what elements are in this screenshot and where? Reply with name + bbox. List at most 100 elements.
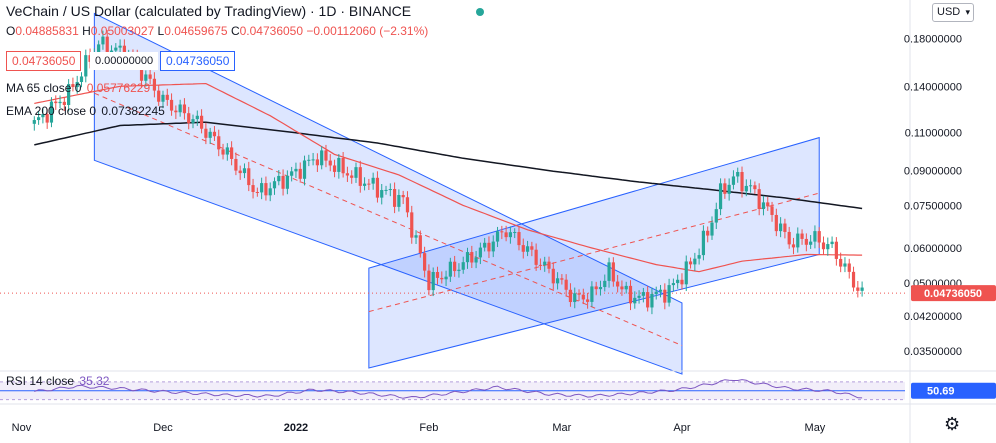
buy-button[interactable]: 0.04736050	[160, 51, 236, 71]
ohlc-high: 0.05003027	[90, 24, 155, 38]
candle-body	[543, 261, 547, 266]
rsi-legend[interactable]: RSI 14 close 35.32	[6, 374, 109, 388]
ohlc-readout: O0.04885831 H0.05003027 L0.04659675 C0.0…	[6, 24, 428, 38]
candle-body	[525, 246, 530, 252]
candle-body	[727, 184, 731, 194]
candle-body	[628, 285, 633, 304]
candle-body	[302, 160, 307, 179]
price-tick-label: 0.04200000	[904, 311, 962, 323]
candle-body	[354, 167, 358, 178]
candle-body	[740, 171, 744, 192]
ohlc-low: 0.04659675	[164, 24, 228, 38]
candle-body	[320, 150, 324, 166]
candle-body	[234, 158, 238, 171]
candle-body	[521, 245, 525, 252]
price-tick-label: 0.14000000	[904, 81, 962, 93]
candle-body	[79, 76, 84, 83]
candle-body	[706, 230, 710, 236]
candle-body	[174, 110, 178, 113]
candle-body	[508, 232, 513, 238]
ema200-value: 0.07382245	[101, 104, 165, 118]
candle-body	[362, 183, 367, 186]
candle-body	[182, 104, 187, 114]
candle-body	[748, 185, 753, 187]
rsi-axis-label: 50.69	[927, 386, 955, 398]
candle-body	[315, 159, 319, 166]
candle-body	[688, 261, 693, 265]
candle-body	[547, 261, 551, 269]
candle-body	[791, 244, 796, 248]
candle-body	[307, 159, 311, 161]
candle-body	[598, 287, 603, 290]
candle-body	[367, 183, 371, 185]
regression-channels	[93, 12, 820, 375]
candle-body	[440, 277, 444, 280]
axes: 0.18000000 0.14000000 0.11000000 0.09000000…	[12, 33, 996, 434]
candle-body	[247, 168, 251, 186]
candle-body	[796, 233, 800, 248]
candle-body	[555, 278, 560, 284]
candle-body	[341, 157, 345, 174]
candle-body	[114, 47, 118, 51]
rsi-value-badge	[911, 382, 996, 399]
price-tick-label: 0.03500000	[904, 346, 962, 358]
ma65-legend[interactable]: MA 65 close 0 0.05776229	[6, 81, 150, 95]
candle-body	[538, 264, 543, 266]
price-tick-label: 0.06000000	[904, 243, 962, 255]
candle-body	[504, 232, 508, 238]
ma65-line	[34, 82, 863, 273]
rsi-value: 35.32	[79, 374, 110, 388]
time-tick-label: Feb	[419, 422, 438, 434]
candle-body	[191, 119, 195, 124]
candle-body	[139, 63, 144, 81]
candle-body	[217, 136, 221, 150]
candle-body	[680, 279, 684, 285]
candle-body	[199, 115, 204, 129]
ohlc-change: −0.00112060 (−2.31%)	[306, 24, 429, 38]
candle-body	[851, 271, 856, 288]
candle-body	[242, 168, 247, 174]
candle-body	[830, 241, 834, 245]
candle-body	[435, 272, 440, 278]
candle-body	[225, 147, 229, 155]
candle-body	[804, 238, 808, 245]
candle-body	[221, 149, 225, 155]
candle-body	[37, 117, 41, 121]
candle-body	[834, 241, 838, 259]
candle-body	[693, 258, 697, 265]
sell-button[interactable]: 0.04736050	[6, 51, 82, 71]
candle-body	[491, 241, 495, 252]
candle-body	[427, 270, 431, 291]
candle-body	[856, 287, 860, 291]
price-tick-label: 0.11000000	[905, 127, 962, 139]
candle-body	[590, 286, 594, 302]
candle-body	[860, 287, 864, 291]
candle-body	[298, 168, 302, 179]
candle-body	[345, 173, 350, 176]
candle-body	[54, 101, 58, 104]
price-tick-label: 0.07500000	[904, 200, 962, 212]
candle-body	[581, 294, 585, 300]
candle-body	[461, 262, 465, 270]
candle-body	[534, 249, 538, 265]
candle-body	[676, 279, 680, 284]
candle-body	[620, 286, 624, 290]
candle-body	[324, 150, 328, 161]
candle-body	[714, 209, 718, 223]
candle-body	[753, 185, 757, 190]
candle-body	[483, 242, 487, 248]
candle-body	[208, 131, 212, 138]
candle-body	[118, 45, 122, 48]
spread-value: 0.00000000	[90, 52, 159, 70]
ema200-legend[interactable]: EMA 200 close 0 0.07382245	[6, 104, 165, 118]
candle-body	[826, 244, 830, 250]
candle-body	[358, 167, 362, 186]
candle-body	[97, 44, 101, 55]
candle-body	[84, 55, 88, 77]
currency-selector[interactable]: USD	[932, 3, 974, 22]
settings-gear-icon[interactable]: ⚙	[944, 414, 961, 434]
chart-title: VeChain / US Dollar (calculated by Tradi…	[6, 3, 412, 19]
ohlc-open: 0.04885831	[15, 24, 79, 38]
